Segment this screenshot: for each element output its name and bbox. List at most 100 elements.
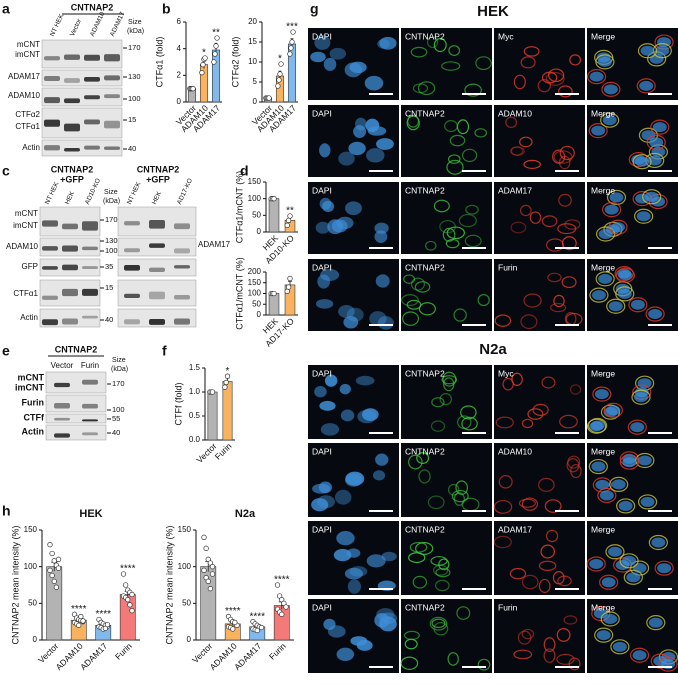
- cell: [637, 455, 652, 466]
- micrograph: [308, 599, 399, 673]
- cell: [345, 201, 362, 216]
- lane-label: NT HEK: [49, 13, 66, 38]
- cell: [521, 418, 534, 429]
- channel-label: DAPI: [312, 446, 332, 456]
- cell: [404, 638, 418, 650]
- blot-band: [42, 295, 58, 300]
- cell: [410, 277, 426, 291]
- cell-outline: [595, 54, 615, 70]
- cell: [340, 409, 355, 422]
- cell: [324, 374, 338, 387]
- cell: [441, 375, 458, 385]
- channel-label: CNTNAP2: [405, 446, 445, 456]
- cell: [409, 541, 428, 553]
- blot-band: [64, 123, 80, 132]
- blot-band: [82, 288, 98, 296]
- blot-band: [149, 243, 165, 248]
- cell: [589, 558, 604, 569]
- cell: [547, 272, 562, 283]
- blot-band: [104, 94, 120, 99]
- cell-outline: [645, 306, 665, 322]
- cell: [611, 222, 626, 233]
- cell: [315, 298, 334, 309]
- cell: [570, 463, 582, 479]
- y-tick-label: 50: [252, 299, 261, 308]
- cell: [651, 537, 666, 548]
- significance-label: ****: [225, 606, 241, 617]
- y-tick-label: 10: [248, 57, 257, 66]
- data-point: [274, 582, 281, 588]
- cell: [406, 115, 420, 131]
- cell-outline: [609, 476, 629, 492]
- blot-band: [42, 266, 58, 270]
- y-tick-label: 50: [28, 598, 37, 607]
- cell: [538, 477, 555, 492]
- channel-label: ADAM17: [498, 524, 532, 534]
- cell-outline: [637, 494, 658, 510]
- bar: [211, 49, 221, 103]
- blot-band: [62, 288, 78, 297]
- cell: [636, 211, 651, 222]
- cell: [632, 650, 647, 661]
- panel-letter: e: [2, 343, 10, 359]
- blot-strip: [41, 87, 123, 107]
- data-point: [276, 77, 282, 83]
- micrograph: [494, 443, 585, 517]
- blot-band: [174, 265, 190, 269]
- cell-outline: [588, 122, 608, 139]
- blot-strip: [117, 279, 197, 307]
- cell: [349, 61, 367, 74]
- data-point: [49, 550, 55, 557]
- blot-strip: [45, 424, 107, 441]
- cell: [357, 409, 376, 424]
- micrograph: [494, 182, 585, 254]
- data-point: [122, 582, 129, 588]
- cell: [430, 420, 446, 432]
- blot-band: [42, 319, 58, 326]
- cell-outline: [602, 202, 622, 218]
- data-point: [287, 213, 293, 219]
- cell: [449, 134, 466, 147]
- cell: [591, 290, 606, 301]
- cell: [510, 146, 524, 156]
- cell: [540, 544, 555, 559]
- y-axis-label: CNTNAP2 mean intensity (%): [164, 525, 174, 644]
- cell: [559, 145, 575, 161]
- data-point: [285, 217, 292, 223]
- significance-label: ****: [71, 604, 87, 615]
- size-marker: 170: [112, 379, 125, 388]
- blot-band: [82, 419, 98, 422]
- cell: [367, 126, 387, 136]
- row-label: ADAM17: [198, 240, 231, 249]
- lane-label: Vector: [69, 17, 83, 37]
- significance-label: ****: [120, 564, 136, 575]
- data-point: [230, 626, 236, 632]
- channel-label: Myc: [498, 31, 514, 41]
- cell: [630, 422, 645, 433]
- row-label: CTFα1: [15, 122, 40, 131]
- data-point: [55, 565, 62, 571]
- blot-band: [149, 219, 165, 229]
- cell: [635, 156, 650, 167]
- cell-outline: [586, 418, 607, 434]
- size-unit: (kDa): [103, 198, 120, 205]
- channel-label: CNTNAP2: [405, 262, 445, 272]
- cell: [598, 273, 613, 284]
- y-tick-label: 150: [248, 278, 262, 287]
- cell: [317, 495, 335, 509]
- cell: [632, 563, 647, 574]
- cell: [461, 148, 478, 163]
- y-tick-label: 0.5: [189, 411, 201, 420]
- y-tick-label: 0: [177, 97, 182, 106]
- blot-band: [62, 245, 78, 252]
- channel-label: CNTNAP2: [405, 602, 445, 612]
- channel-label: CNTNAP2: [405, 108, 445, 118]
- channel-label: Merge: [591, 185, 615, 195]
- cell: [639, 80, 654, 91]
- data-point: [288, 45, 294, 51]
- cell: [314, 385, 327, 398]
- blot-header: CNTNAP2: [71, 2, 114, 12]
- blot-strip: [45, 371, 107, 394]
- cell: [417, 81, 436, 96]
- x-tick-label: Furin: [113, 641, 134, 662]
